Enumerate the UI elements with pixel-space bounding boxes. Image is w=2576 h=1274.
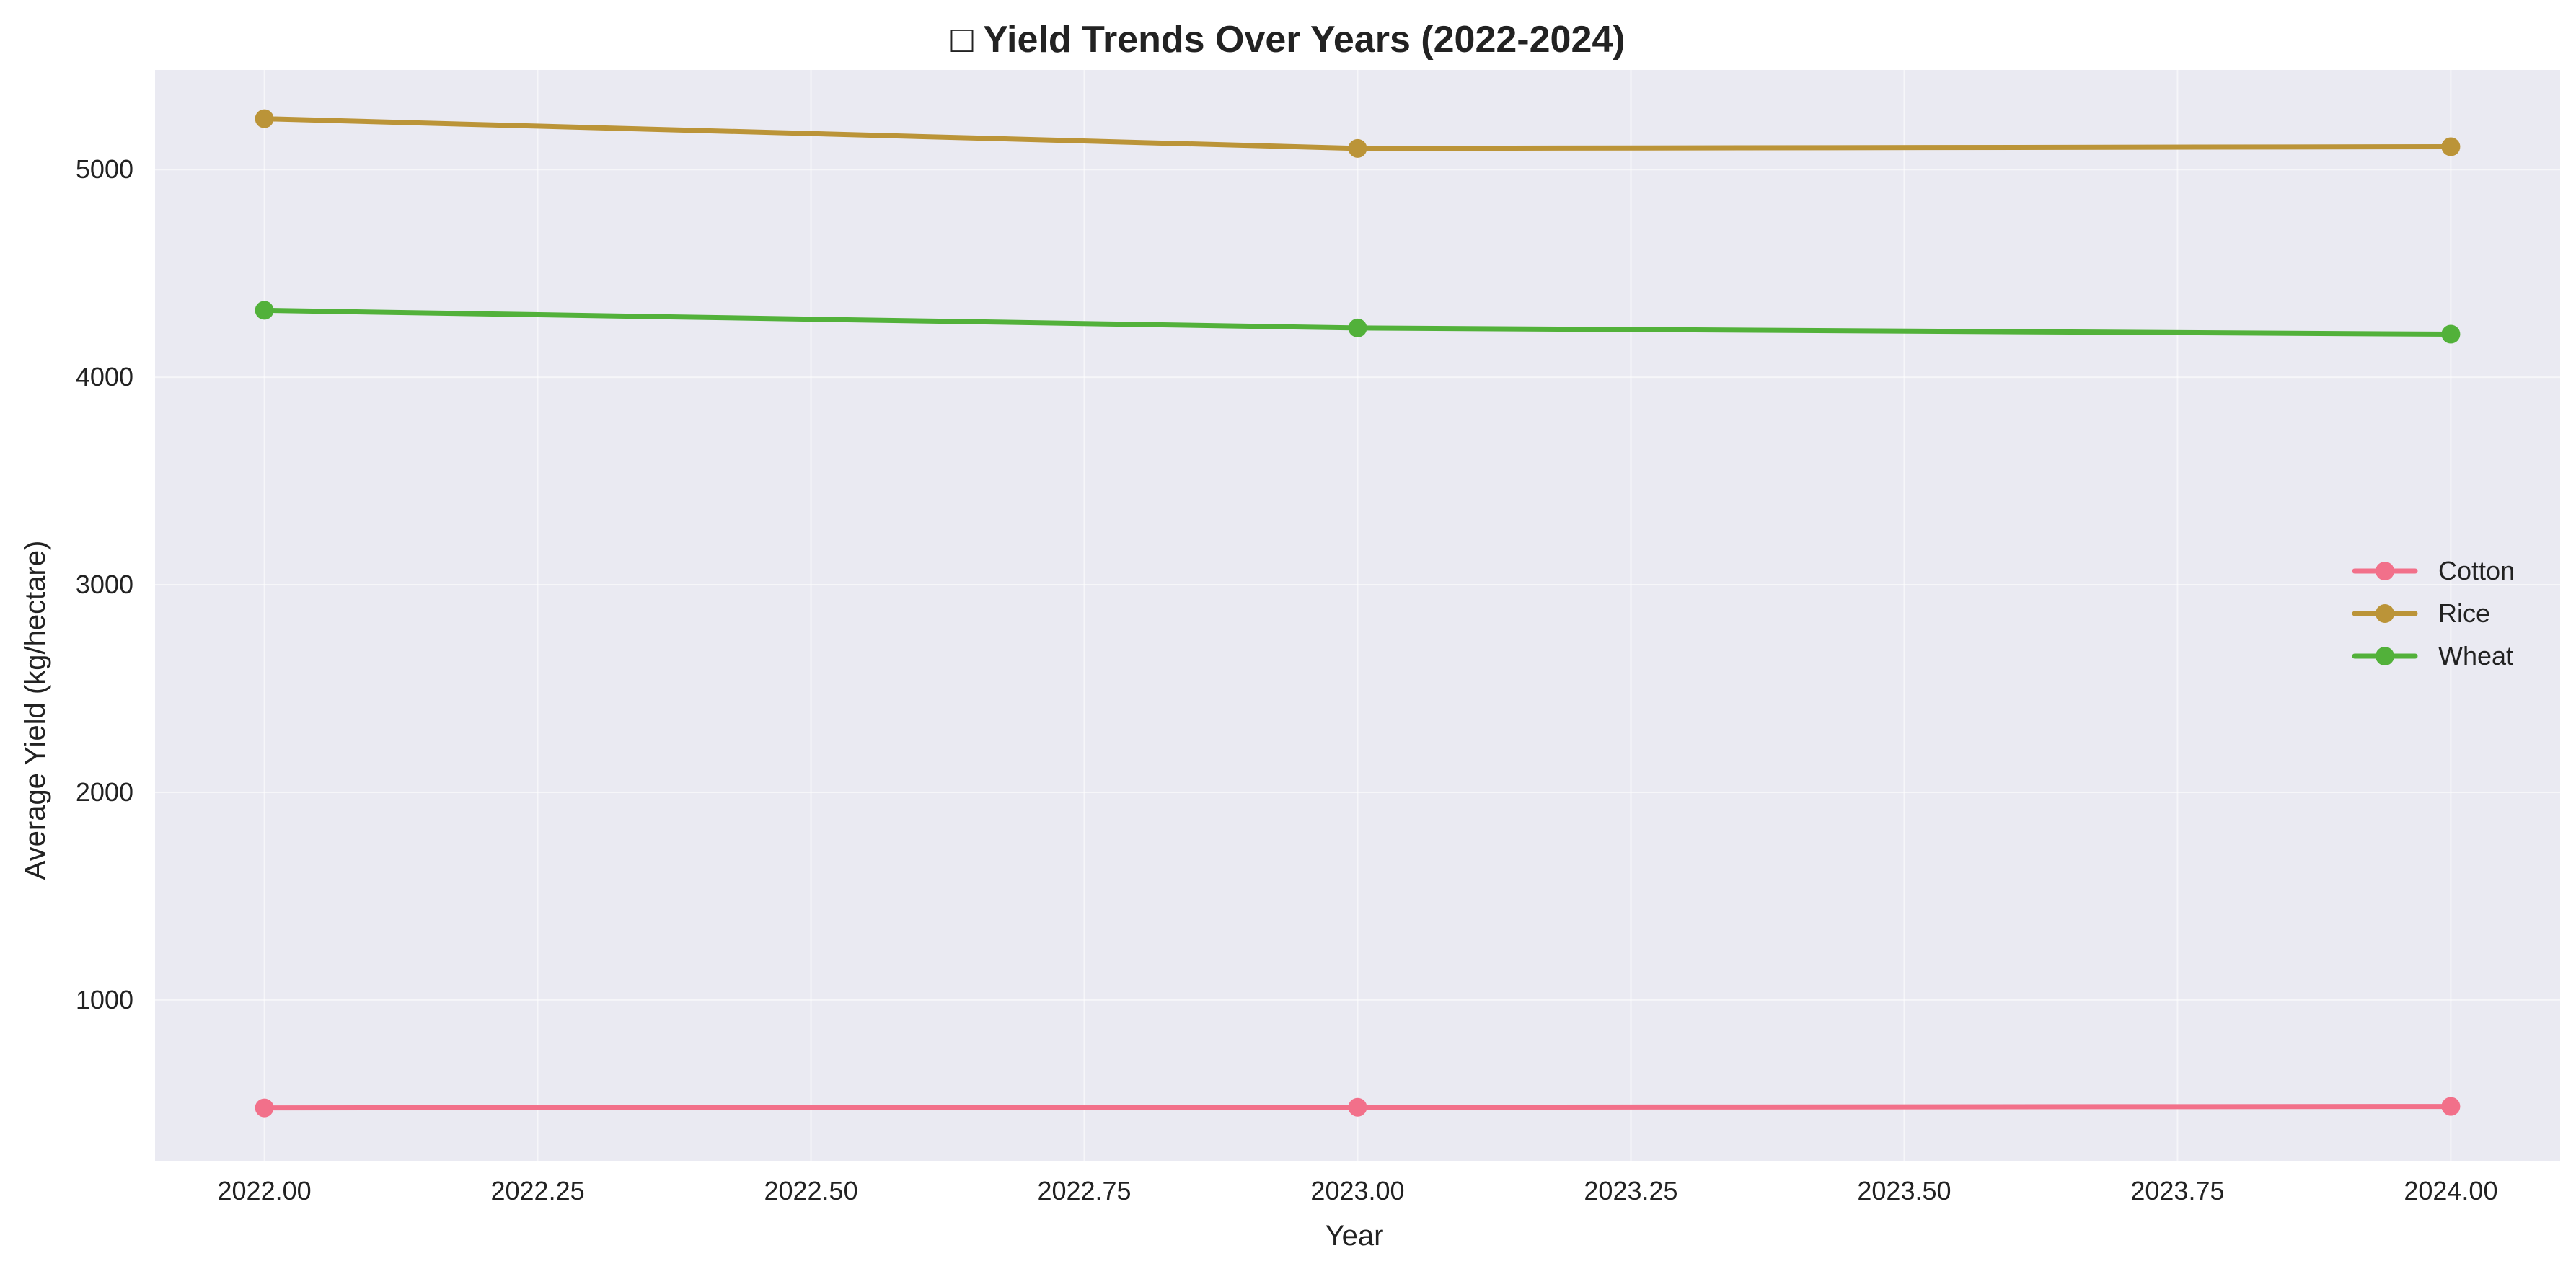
legend-swatch-marker [2376, 647, 2394, 665]
legend-swatch-marker [2376, 604, 2394, 623]
series-rice [255, 109, 2461, 158]
x-tick-label: 2022.00 [218, 1176, 312, 1206]
legend-item-cotton: Cotton [2352, 556, 2515, 585]
legend-item-rice: Rice [2352, 598, 2490, 628]
legend-label: Rice [2438, 598, 2490, 628]
x-tick-label: 2022.75 [1037, 1176, 1131, 1206]
series-cotton [255, 1097, 2461, 1118]
legend-label: Wheat [2438, 641, 2513, 671]
x-tick-label: 2022.50 [764, 1176, 857, 1206]
legend-swatch-marker [2376, 562, 2394, 580]
legend: Cotton Rice Wheat [2352, 556, 2515, 671]
x-tick-label: 2022.25 [490, 1176, 584, 1206]
x-tick-label: 2023.00 [1310, 1176, 1404, 1206]
x-tick-label: 2024.00 [2404, 1176, 2497, 1206]
y-axis-ticks: 1000 2000 3000 4000 5000 [76, 154, 133, 1014]
x-axis-label: Year [1326, 1220, 1384, 1252]
x-tick-label: 2023.25 [1584, 1176, 1677, 1206]
data-point-rice [2441, 137, 2461, 156]
chart-title: □ Yield Trends Over Years (2022-2024) [950, 19, 1625, 61]
y-tick-label: 1000 [76, 985, 133, 1014]
x-tick-label: 2023.75 [2130, 1176, 2224, 1206]
y-tick-label: 3000 [76, 570, 133, 599]
series-wheat [255, 301, 2461, 344]
data-point-wheat [1348, 318, 1367, 337]
data-point-cotton [255, 1098, 274, 1118]
grid-lines [155, 70, 2560, 1161]
data-point-wheat [255, 301, 274, 320]
data-point-cotton [1348, 1097, 1367, 1117]
y-axis-label: Average Yield (kg/hectare) [19, 541, 51, 880]
x-tick-label: 2023.50 [1857, 1176, 1951, 1206]
legend-label: Cotton [2438, 556, 2515, 585]
y-tick-label: 2000 [76, 777, 133, 807]
data-point-wheat [2441, 324, 2461, 344]
y-tick-label: 5000 [76, 154, 133, 184]
legend-item-wheat: Wheat [2352, 641, 2513, 671]
data-point-cotton [2441, 1097, 2461, 1116]
x-axis-ticks: 2022.00 2022.25 2022.50 2022.75 2023.00 2023.… [218, 1176, 2498, 1206]
y-tick-label: 4000 [76, 362, 133, 392]
data-point-rice [1348, 138, 1367, 158]
data-point-rice [255, 109, 274, 128]
series-group [255, 109, 2461, 1118]
